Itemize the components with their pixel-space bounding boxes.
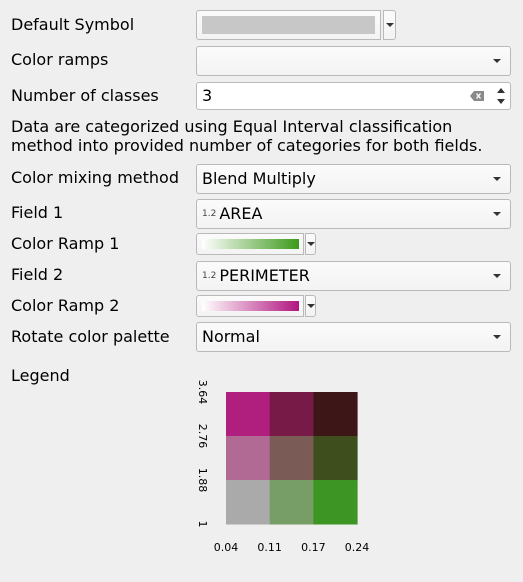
- chevron-down-icon: [493, 212, 501, 216]
- numeric-field-icon: 1.2: [202, 209, 217, 219]
- color-mixing-method-label: Color mixing method: [11, 168, 179, 187]
- field-2-value-wrap: 1.2 PERIMETER: [202, 266, 310, 286]
- legend-cell: [269, 480, 314, 525]
- number-of-classes-spinbox[interactable]: 3: [196, 82, 511, 110]
- legend-cell: [226, 480, 271, 525]
- field-1-value: AREA: [219, 204, 263, 223]
- chevron-down-icon: [385, 23, 394, 27]
- color-ramp-2-dropdown-button[interactable]: [305, 295, 316, 317]
- rotate-color-palette-value: Normal: [202, 327, 260, 346]
- legend-cell: [226, 436, 271, 481]
- field-1-label: Field 1: [11, 203, 64, 222]
- chevron-down-icon: [306, 304, 315, 308]
- legend-x-tick: 0.17: [301, 541, 326, 554]
- color-ramp-2-swatch: [202, 301, 299, 311]
- default-symbol-label: Default Symbol: [11, 15, 135, 34]
- legend-y-axis: 3.64 2.76 1.88 1: [196, 380, 209, 528]
- color-ramp-1-button[interactable]: [196, 233, 304, 255]
- legend-y-tick: 2.76: [196, 424, 209, 449]
- legend-label: Legend: [11, 366, 70, 385]
- chevron-down-icon: [493, 335, 501, 339]
- field-2-label: Field 2: [11, 265, 64, 284]
- chevron-down-icon: [306, 242, 315, 246]
- legend-x-tick: 0.24: [345, 541, 370, 554]
- field-1-combo[interactable]: 1.2 AREA: [196, 199, 511, 229]
- color-ramps-combo[interactable]: [196, 46, 511, 76]
- field-2-combo[interactable]: 1.2 PERIMETER: [196, 261, 511, 291]
- legend-y-tick: 1: [196, 521, 209, 528]
- legend-cell: [269, 436, 314, 481]
- color-ramp-1-dropdown-button[interactable]: [305, 233, 316, 255]
- chevron-down-icon: [493, 177, 501, 181]
- color-ramp-1-swatch: [202, 239, 299, 249]
- color-ramp-2-label: Color Ramp 2: [11, 296, 120, 315]
- spin-arrows: [492, 83, 510, 109]
- default-symbol-swatch: [202, 16, 375, 34]
- field-1-value-wrap: 1.2 AREA: [202, 204, 262, 224]
- classification-description: Data are categorized using Equal Interva…: [11, 117, 483, 155]
- field-2-value: PERIMETER: [219, 266, 310, 285]
- clear-icon[interactable]: [470, 91, 484, 101]
- color-ramp-2-button[interactable]: [196, 295, 304, 317]
- numeric-field-icon: 1.2: [202, 271, 217, 281]
- chevron-down-icon: [493, 274, 501, 278]
- legend-x-tick: 0.04: [214, 541, 239, 554]
- number-of-classes-value: 3: [202, 86, 213, 105]
- color-mixing-method-combo[interactable]: Blend Multiply: [196, 164, 511, 194]
- color-ramps-label: Color ramps: [11, 50, 109, 69]
- legend-cell: [226, 392, 271, 437]
- color-mixing-method-value: Blend Multiply: [202, 169, 316, 188]
- rotate-color-palette-label: Rotate color palette: [11, 327, 170, 346]
- legend-grid: [226, 392, 358, 525]
- legend-x-tick: 0.11: [257, 541, 282, 554]
- color-ramp-1-label: Color Ramp 1: [11, 234, 120, 253]
- default-symbol-button[interactable]: [196, 10, 381, 40]
- legend-y-tick: 3.64: [196, 380, 209, 404]
- spin-down-icon[interactable]: [497, 99, 505, 104]
- default-symbol-dropdown-button[interactable]: [383, 10, 396, 40]
- number-of-classes-label: Number of classes: [11, 86, 159, 105]
- spin-up-icon[interactable]: [497, 88, 505, 93]
- legend-plot: 3.64 2.76 1.88 1 0.04 0.11 0.17 0.24: [196, 380, 370, 554]
- legend-y-tick: 1.88: [196, 468, 209, 493]
- legend-cell: [269, 392, 314, 437]
- legend-x-axis: 0.04 0.11 0.17 0.24: [214, 541, 370, 554]
- chevron-down-icon: [493, 59, 501, 63]
- legend-cell: [313, 480, 358, 525]
- legend-cell: [313, 392, 358, 437]
- legend-cell: [313, 436, 358, 481]
- rotate-color-palette-combo[interactable]: Normal: [196, 322, 511, 352]
